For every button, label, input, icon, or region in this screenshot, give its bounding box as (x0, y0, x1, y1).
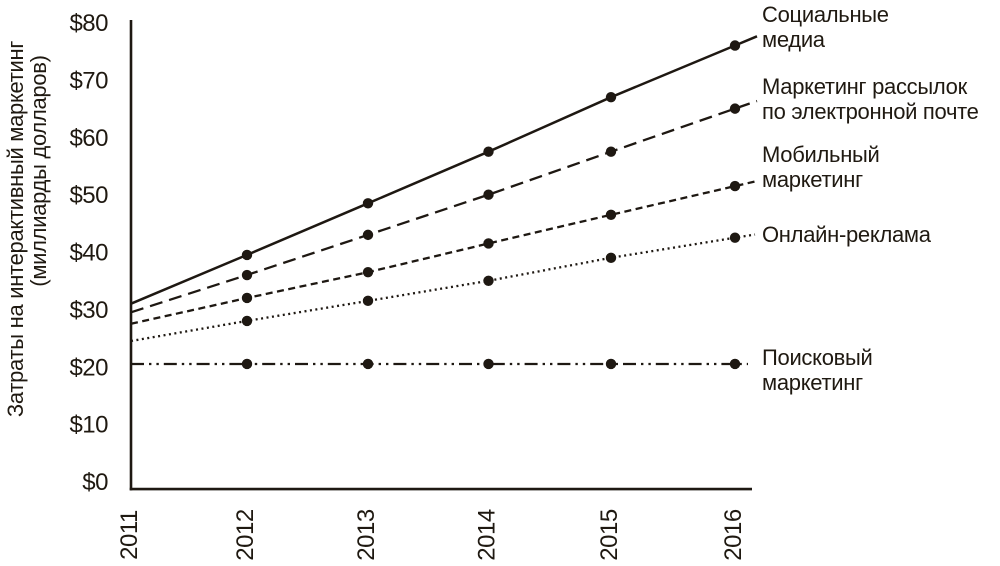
series-label-search-marketing: Поисковый маркетинг (762, 345, 873, 395)
series-line-email-marketing (130, 99, 758, 314)
series-point-mobile-marketing-2016 (729, 180, 741, 192)
series-label-social-media: Социальные медиа (762, 2, 889, 52)
series-point-online-advertising-2014 (483, 275, 494, 286)
series-point-email-marketing-2015 (605, 146, 617, 157)
series-label-line: маркетинг (762, 370, 863, 395)
series-point-online-advertising-2015 (605, 252, 617, 264)
series-label-line: маркетинг (762, 167, 863, 192)
series-label-email-marketing: Маркетинг рассылок по электронной почте (762, 74, 979, 124)
x-tick-label: 2012 (232, 509, 259, 561)
series-label-mobile-marketing: Мобильный маркетинг (762, 142, 880, 192)
series-label-online-advertising: Онлайн-реклама (762, 222, 931, 247)
series-point-online-advertising-2016 (729, 232, 741, 243)
series-line-online-advertising (130, 233, 756, 343)
y-tick-label: $70 (69, 67, 108, 94)
series-point-email-marketing-2016 (729, 103, 741, 114)
y-tick-label: $10 (69, 412, 108, 439)
series-line-mobile-marketing (130, 180, 756, 325)
series-point-mobile-marketing-2012 (241, 292, 253, 304)
series-label-line: Маркетинг рассылок (762, 74, 967, 99)
y-tick-label: $30 (69, 297, 108, 324)
series-label-line: по электронной почте (762, 99, 979, 124)
series-point-social-media-2012 (241, 249, 253, 261)
y-tick-label: $80 (69, 10, 108, 37)
series-point-search-marketing-2016 (729, 358, 741, 370)
series-point-mobile-marketing-2014 (483, 238, 494, 249)
y-axis-title-line2: (миллиарды долларов) (26, 55, 51, 287)
series-point-search-marketing-2014 (483, 358, 494, 370)
x-tick-label: 2016 (720, 509, 747, 561)
y-tick-label: $20 (69, 354, 108, 381)
series-point-online-advertising-2012 (241, 315, 253, 327)
series-line-social-media (130, 35, 758, 305)
y-tick-label: $0 (82, 469, 108, 496)
series-point-search-marketing-2015 (605, 358, 617, 370)
series-point-social-media-2015 (605, 91, 617, 103)
series-point-social-media-2016 (729, 40, 741, 51)
series-point-social-media-2014 (483, 146, 494, 157)
series-point-email-marketing-2013 (362, 229, 374, 241)
y-tick-label: $40 (69, 240, 108, 267)
series-label-line: Мобильный (762, 142, 880, 167)
series-label-line: Социальные (762, 2, 889, 27)
series-point-online-advertising-2013 (362, 295, 374, 307)
x-tick-label: 2015 (596, 509, 623, 561)
y-tick-label: $50 (69, 182, 108, 209)
series-point-social-media-2013 (362, 198, 374, 209)
series-point-search-marketing-2012 (241, 358, 253, 370)
series-point-email-marketing-2014 (483, 189, 494, 200)
series-label-line: Онлайн-реклама (762, 222, 931, 247)
series-point-mobile-marketing-2015 (605, 209, 617, 220)
series-point-email-marketing-2012 (241, 269, 253, 281)
series-point-search-marketing-2013 (362, 358, 374, 370)
series-label-line: медиа (762, 27, 825, 52)
series-point-mobile-marketing-2013 (362, 266, 374, 278)
y-tick-label: $60 (69, 125, 108, 152)
x-tick-label: 2013 (353, 509, 380, 561)
x-tick-label: 2011 (116, 510, 143, 560)
series-label-line: Поисковый (762, 345, 873, 370)
x-tick-label: 2014 (474, 509, 501, 561)
